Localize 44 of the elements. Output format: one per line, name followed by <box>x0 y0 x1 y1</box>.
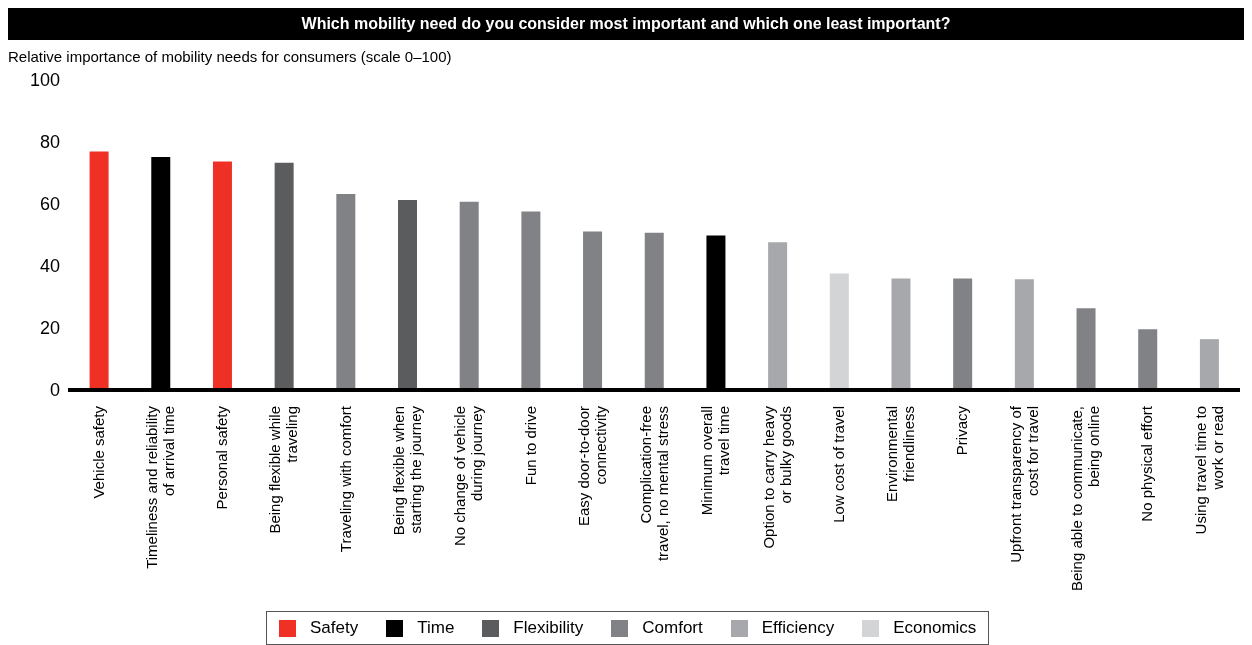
legend-label: Efficiency <box>761 618 835 638</box>
x-tick-label: Easy door-to-door connectivity <box>574 405 609 527</box>
x-tick-label: Being flexible while traveling <box>266 406 301 534</box>
x-tick-label: Privacy <box>953 405 971 456</box>
bar <box>336 194 356 390</box>
y-tick-label: 40 <box>39 256 60 277</box>
x-tick-label: Personal safety <box>213 405 231 510</box>
y-tick-label: 0 <box>49 380 60 401</box>
bar <box>1076 308 1096 390</box>
y-tick-label: 60 <box>39 194 60 215</box>
x-tick-label: Traveling with comfort <box>336 405 354 553</box>
y-tick-label: 20 <box>39 318 60 339</box>
legend-label: Comfort <box>642 618 703 638</box>
bar <box>644 232 664 390</box>
legend-label: Flexibility <box>513 618 584 638</box>
chart-subtitle: Relative importance of mobility needs for consumers (scale 0–100) <box>8 48 453 67</box>
y-tick-label: 100 <box>29 70 60 91</box>
bar <box>768 242 788 390</box>
bar <box>398 199 418 390</box>
bar <box>274 162 294 390</box>
x-tick-label: Environmental friendliness <box>883 406 918 502</box>
x-tick-label: Using travel time to work or read <box>1191 406 1226 535</box>
bar <box>1014 279 1034 390</box>
bar <box>89 151 109 390</box>
bar <box>829 273 849 390</box>
x-tick-label: Low cost of travel <box>830 406 848 523</box>
bar <box>891 278 911 390</box>
x-tick-label: Upfront transparency of cost for travel <box>1006 405 1041 563</box>
bar <box>1138 329 1158 390</box>
bar <box>953 278 973 390</box>
x-tick-label: Fun to drive <box>521 406 539 486</box>
x-tick-label: Timeliness and reliability of arrival time <box>143 405 178 569</box>
bar <box>459 201 479 390</box>
legend-label: Time <box>417 618 455 638</box>
chart-title: Which mobility need do you consider most important and which one least important? <box>8 8 1244 40</box>
legend-label: Economics <box>893 618 977 638</box>
x-tick-label: Vehicle safety <box>89 405 107 499</box>
bar <box>521 211 541 390</box>
x-tick-label: No physical effort <box>1138 405 1156 522</box>
bar <box>1199 339 1219 390</box>
y-tick-label: 80 <box>39 132 60 153</box>
legend-label: Safety <box>310 618 359 638</box>
bar <box>212 161 232 390</box>
bar <box>583 231 603 390</box>
